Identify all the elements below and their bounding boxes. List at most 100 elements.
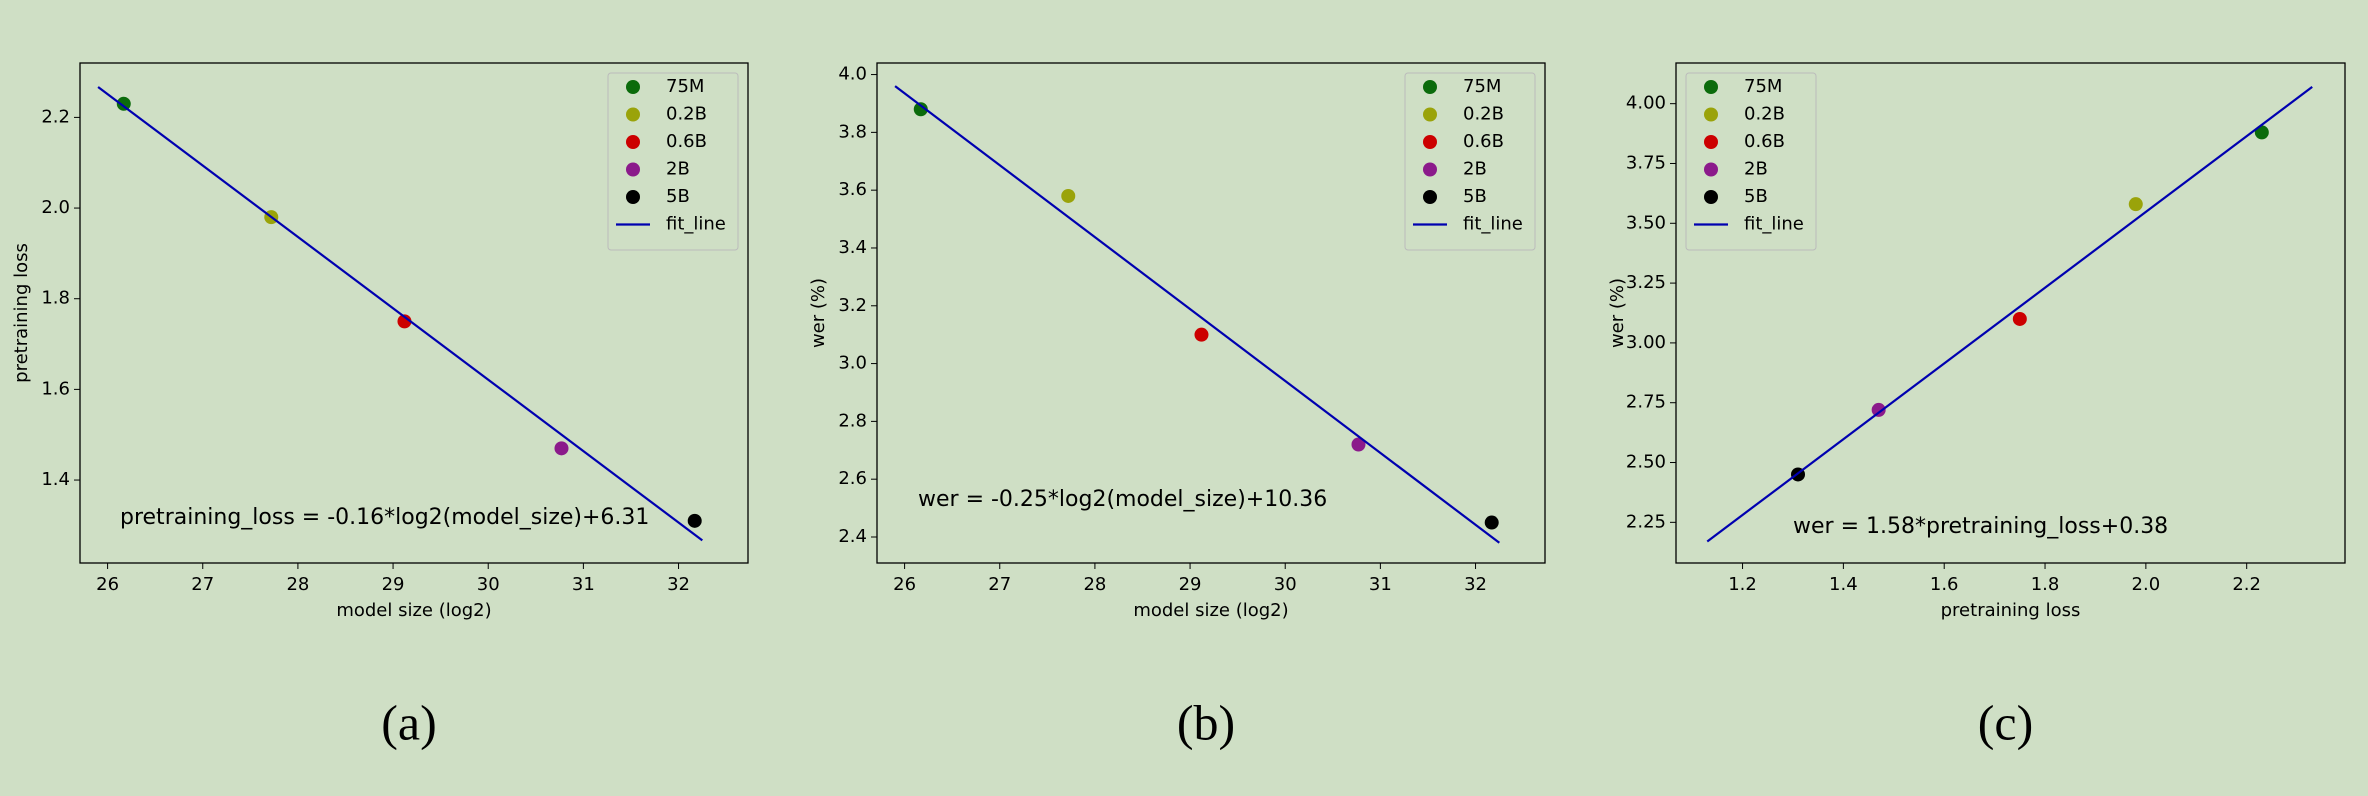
legend-label: 0.6B — [1744, 131, 1785, 152]
legend-box — [1404, 72, 1536, 251]
legend-label: 0.2B — [1463, 104, 1504, 125]
legend-label: fit_line — [1463, 214, 1523, 235]
chart: 26 27 28 29 30 31 32 2.4 2.6 2.8 3.0 3.2 3.4 3.6 3.8 4.… — [808, 62, 1546, 750]
point — [1484, 515, 1499, 530]
y-tick-label: 3.4 — [838, 237, 867, 258]
y-tick-label: 3.0 — [838, 353, 867, 374]
point — [913, 102, 928, 117]
y-tick-label: 3.25 — [1626, 272, 1666, 293]
y-tick-label: 4.00 — [1626, 93, 1666, 114]
legend-label: 5B — [666, 186, 690, 207]
point — [2254, 125, 2269, 140]
x-tick-label: 32 — [1464, 574, 1487, 595]
x-axis-label: pretraining loss — [1941, 600, 2081, 621]
y-tick-label: 3.00 — [1626, 332, 1666, 353]
legend-marker — [626, 162, 640, 177]
y-tick-label: 2.8 — [838, 410, 867, 431]
point — [116, 96, 131, 111]
y-tick-label: 3.6 — [838, 179, 867, 200]
x-tick-label: 2.0 — [2132, 574, 2161, 595]
y-tick-label: 3.8 — [838, 121, 867, 142]
x-axis-label: model size (log2) — [1133, 600, 1288, 621]
point — [2128, 197, 2143, 212]
y-tick-label: 2.50 — [1626, 452, 1666, 473]
x-tick-label: 26 — [893, 574, 916, 595]
legend-label: 0.6B — [666, 131, 707, 152]
chart: 1.2 1.4 1.6 1.8 2.0 2.2 2.25 2.50 2.75 3.00 3.25 3.… — [1607, 62, 2346, 750]
y-tick-label: 2.75 — [1626, 392, 1666, 413]
legend-label: 5B — [1463, 186, 1487, 207]
y-tick-label: 3.2 — [838, 295, 867, 316]
x-tick-label: 31 — [572, 574, 595, 595]
legend-marker — [1704, 190, 1718, 204]
x-tick-label: 1.8 — [2031, 574, 2060, 595]
point — [397, 314, 412, 329]
point — [1871, 402, 1886, 417]
point — [1194, 327, 1209, 342]
x-tick-label: 26 — [96, 574, 119, 595]
legend-marker — [1704, 107, 1718, 122]
legend-marker — [1704, 135, 1718, 149]
legend-marker — [626, 135, 640, 149]
y-axis-label: pretraining loss — [11, 243, 32, 383]
legend-box — [1685, 72, 1817, 251]
legend-marker — [626, 190, 640, 204]
caption: (c) — [1978, 694, 2034, 750]
legend-label: fit_line — [666, 214, 726, 235]
legend-marker — [626, 80, 640, 94]
legend-marker — [1423, 190, 1437, 204]
x-tick-label: 28 — [1083, 574, 1106, 595]
chart: 26 27 28 29 30 31 32 1.4 1.6 1.8 2.0 2.2 model size … — [11, 62, 749, 750]
x-tick-label: 30 — [477, 574, 500, 595]
x-tick-label: 1.6 — [1930, 574, 1959, 595]
x-tick-label: 29 — [382, 574, 405, 595]
x-tick-label: 27 — [988, 574, 1011, 595]
legend-box — [607, 72, 739, 251]
caption: (b) — [1177, 694, 1235, 750]
x-tick-label: 1.4 — [1829, 574, 1858, 595]
plot-area — [1675, 62, 2346, 564]
legend-label: 0.6B — [1463, 131, 1504, 152]
legend-label: 0.2B — [1744, 104, 1785, 125]
y-tick-label: 3.75 — [1626, 152, 1666, 173]
x-tick-label: 2.2 — [2232, 574, 2261, 595]
caption: (a) — [381, 694, 437, 750]
x-tick-label: 31 — [1369, 574, 1392, 595]
legend-marker — [1423, 162, 1437, 177]
y-tick-label: 1.8 — [41, 288, 70, 309]
x-tick-label: 29 — [1179, 574, 1202, 595]
legend-label: 2B — [1744, 159, 1768, 180]
legend-marker — [1704, 162, 1718, 177]
legend-marker — [626, 107, 640, 122]
point — [1061, 188, 1076, 203]
y-tick-label: 3.50 — [1626, 212, 1666, 233]
x-tick-label: 30 — [1274, 574, 1297, 595]
fit-line — [97, 86, 703, 542]
y-axis-label: wer (%) — [1607, 278, 1628, 348]
y-tick-label: 2.0 — [41, 197, 70, 218]
annotation: wer = -0.25*log2(model_size)+10.36 — [918, 487, 1327, 512]
x-tick-label: 1.2 — [1728, 574, 1757, 595]
legend-label: 2B — [666, 159, 690, 180]
legend-marker — [1423, 107, 1437, 122]
y-tick-label: 2.6 — [838, 468, 867, 489]
annotation: pretraining_loss = -0.16*log2(model_size… — [120, 505, 649, 530]
fit-line — [1706, 86, 2313, 543]
legend-label: 0.2B — [666, 104, 707, 125]
point — [1351, 437, 1366, 452]
y-tick-label: 4.0 — [838, 64, 867, 85]
legend-marker — [1704, 80, 1718, 94]
y-tick-label: 1.6 — [41, 378, 70, 399]
legend-marker — [1423, 135, 1437, 149]
plot-area — [876, 62, 1546, 564]
legend-label: 75M — [1463, 76, 1501, 97]
legend-label: 75M — [666, 76, 704, 97]
point — [687, 513, 702, 528]
y-tick-label: 1.4 — [41, 469, 70, 490]
x-axis-label: model size (log2) — [336, 600, 491, 621]
plot-area — [79, 62, 749, 564]
legend-label: 75M — [1744, 76, 1782, 97]
y-tick-label: 2.4 — [838, 526, 867, 547]
x-tick-label: 27 — [191, 574, 214, 595]
